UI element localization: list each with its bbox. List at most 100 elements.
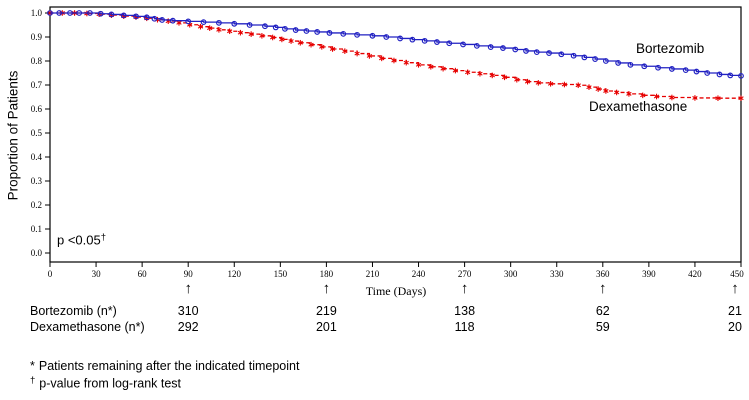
censor-marker-circle [615, 60, 622, 66]
marker-stroke [669, 95, 675, 100]
marker-stroke [259, 33, 265, 38]
marker-stroke [595, 87, 601, 92]
censor-marker-asterisk [603, 88, 609, 94]
risk-count-bortezomib-day-450: 21 [728, 304, 742, 318]
risk-count-bortezomib-day-180: 219 [315, 304, 337, 318]
censor-marker-circle [738, 72, 744, 79]
timepoint-arrow-day-90: ↑ [184, 280, 192, 297]
censor-marker-circle [446, 40, 453, 47]
marker-stroke [692, 95, 698, 100]
censor-marker-circle [185, 18, 192, 25]
risk-row-label-dexamethasone: Dexamethasone (n*) [30, 320, 145, 334]
marker-stroke [319, 44, 325, 49]
censor-marker-circle [512, 46, 519, 53]
censor-marker-asterisk [514, 76, 520, 83]
censor-marker-asterisk [613, 89, 620, 96]
censor-marker-circle [558, 51, 565, 58]
marker-stroke [452, 68, 459, 73]
censor-marker-circle [200, 19, 207, 26]
x-tick-label: 450 [730, 269, 744, 279]
censor-marker-asterisk [692, 95, 698, 101]
y-tick-label: 0.7 [31, 80, 43, 90]
x-tick-label: 360 [596, 269, 610, 279]
censor-marker-circle [369, 32, 376, 39]
marker-stroke [440, 66, 446, 71]
censor-marker-circle [272, 24, 279, 31]
censor-marker-asterisk [501, 74, 508, 81]
censor-marker-asterisk [259, 33, 265, 39]
marker-stroke [626, 91, 632, 96]
x-tick-label: 30 [92, 269, 102, 279]
marker-stroke [248, 32, 254, 37]
censor-marker-asterisk [626, 91, 632, 97]
censor-marker-asterisk [640, 92, 646, 99]
censor-marker-circle [500, 45, 506, 51]
marker-stroke [226, 29, 233, 34]
marker-stroke [329, 47, 336, 51]
censor-marker-circle [169, 17, 176, 24]
censor-marker-asterisk [216, 27, 222, 33]
marker-stroke [187, 22, 193, 27]
censor-marker-circle [340, 30, 347, 37]
censor-marker-circle [282, 25, 288, 32]
censor-marker-circle [47, 10, 53, 16]
censor-marker-circle [231, 20, 238, 27]
censor-marker-asterisk [669, 94, 675, 101]
censor-marker-asterisk [586, 84, 592, 90]
marker-stroke [216, 27, 222, 32]
marker-stroke [366, 53, 373, 58]
censor-marker-circle [641, 63, 648, 70]
y-tick-label: 0.2 [31, 200, 42, 210]
y-tick-label: 0.0 [31, 248, 43, 258]
p-value-text: p <0.05 [57, 232, 101, 248]
censor-marker-circle [383, 34, 390, 40]
censor-marker-circle [523, 48, 529, 54]
y-tick-label: 0.9 [31, 32, 43, 42]
x-tick-label: 90 [184, 269, 194, 279]
marker-stroke [464, 70, 471, 75]
censor-marker-circle [108, 11, 115, 18]
censor-marker-asterisk [297, 39, 303, 46]
censor-marker-circle [314, 29, 321, 35]
censor-marker-asterisk [489, 72, 495, 79]
y-tick-label: 0.1 [31, 224, 42, 234]
marker-stroke [477, 71, 483, 76]
censor-marker-asterisk [547, 81, 554, 87]
censor-marker-asterisk [403, 59, 409, 66]
marker-stroke [237, 30, 244, 35]
y-axis-label: Proportion of Patients [5, 70, 21, 201]
censor-marker-asterisk [165, 18, 171, 24]
marker-stroke [586, 85, 592, 90]
risk-count-dexamethasone-day-90: 292 [177, 320, 199, 334]
censor-marker-asterisk [366, 53, 373, 59]
censor-marker-circle [76, 10, 83, 16]
marker-stroke [297, 40, 303, 45]
censor-marker-circle [151, 15, 158, 22]
risk-count-bortezomib-day-90: 310 [177, 304, 199, 318]
x-tick-label: 150 [274, 269, 288, 279]
censor-marker-circle [546, 50, 552, 56]
y-tick-label: 0.4 [31, 152, 43, 162]
x-tick-label: 330 [550, 269, 564, 279]
y-tick-label: 0.8 [31, 56, 43, 66]
censor-marker-circle [246, 22, 253, 28]
marker-stroke [197, 24, 204, 29]
censor-marker-circle [716, 71, 723, 78]
marker-stroke [501, 75, 508, 80]
x-tick-label: 420 [688, 269, 702, 279]
censor-marker-asterisk [329, 46, 336, 52]
censor-marker-circle [487, 44, 494, 50]
censor-marker-circle [67, 10, 73, 16]
x-axis-label: Time (Days) [365, 284, 427, 298]
censor-marker-circle [533, 49, 540, 56]
censor-marker-circle [570, 52, 577, 59]
censor-marker-circle [216, 19, 222, 26]
censor-marker-circle [592, 56, 599, 62]
marker-stroke [524, 79, 531, 84]
risk-count-bortezomib-day-360: 62 [595, 304, 610, 318]
y-tick-label: 0.3 [31, 176, 43, 186]
risk-count-bortezomib-day-270: 138 [454, 304, 476, 318]
censor-marker-asterisk [595, 86, 601, 92]
